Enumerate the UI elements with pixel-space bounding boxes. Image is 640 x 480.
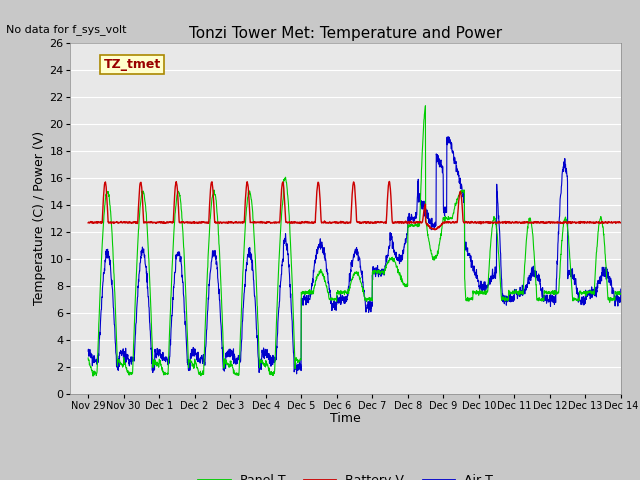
X-axis label: Time: Time: [330, 412, 361, 425]
Title: Tonzi Tower Met: Temperature and Power: Tonzi Tower Met: Temperature and Power: [189, 25, 502, 41]
Text: No data for f_sys_volt: No data for f_sys_volt: [6, 24, 127, 35]
Legend: Panel T, Battery V, Air T: Panel T, Battery V, Air T: [193, 469, 498, 480]
Text: TZ_tmet: TZ_tmet: [104, 58, 161, 71]
Y-axis label: Temperature (C) / Power (V): Temperature (C) / Power (V): [33, 132, 47, 305]
